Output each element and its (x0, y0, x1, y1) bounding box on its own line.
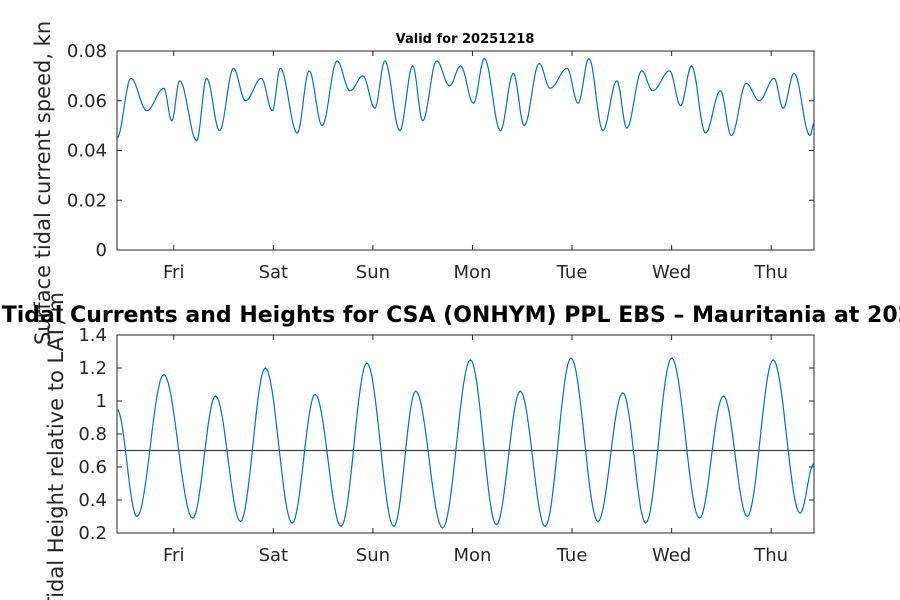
y-tick-label: 0.2 (78, 523, 107, 544)
y-tick-label: 0.02 (67, 190, 107, 211)
y-tick-label: 0.4 (78, 490, 107, 511)
current-speed-line (116, 57, 815, 142)
x-tick-label: Sun (356, 545, 390, 566)
top-panel: Valid for 20251218 0 0.02 0.04 0.06 0.08 Fri… (31, 21, 815, 345)
x-tick-label: Sat (259, 545, 289, 566)
bottom-x-axis: Fri Sat Sun Mon Tue Wed Thu (163, 335, 788, 566)
y-tick-label: 0.08 (67, 41, 107, 62)
x-tick-label: Thu (753, 545, 788, 566)
x-tick-label: Mon (453, 545, 491, 566)
bottom-y-axis: 0.2 0.4 0.6 0.8 1 1.2 1.4 (78, 325, 814, 544)
x-tick-label: Tue (556, 262, 588, 283)
y-tick-label: 0.6 (78, 457, 107, 478)
top-x-axis: Fri Sat Sun Mon Tue Wed Thu (163, 51, 788, 283)
x-tick-label: Tue (556, 545, 588, 566)
main-chart-title: Tidal Currents and Heights for CSA (ONHY… (2, 303, 900, 328)
x-tick-label: Mon (453, 262, 491, 283)
x-tick-label: Sun (356, 262, 390, 283)
x-tick-label: Fri (163, 545, 184, 566)
top-y-axis-label: Surface tidal current speed, kn (31, 21, 55, 345)
x-tick-label: Fri (163, 262, 184, 283)
y-tick-label: 0 (96, 240, 107, 261)
x-tick-label: Wed (652, 262, 691, 283)
y-tick-label: 1.2 (78, 358, 107, 379)
x-tick-label: Thu (753, 262, 788, 283)
tidal-height-line (116, 357, 815, 529)
y-tick-label: 0.8 (78, 424, 107, 445)
x-tick-label: Wed (652, 545, 691, 566)
bottom-y-axis-label: Tidal Height relative to LAT, m (44, 292, 68, 600)
x-tick-label: Sat (259, 262, 289, 283)
y-tick-label: 1.4 (78, 325, 107, 346)
y-tick-label: 1 (96, 391, 107, 412)
y-tick-label: 0.04 (67, 141, 107, 162)
top-chart-title: Valid for 20251218 (396, 32, 535, 47)
top-y-axis: 0 0.02 0.04 0.06 0.08 (67, 41, 814, 261)
top-plot-area (116, 50, 815, 251)
bottom-panel: 0.2 0.4 0.6 0.8 1 1.2 1.4 Fri Sat Sun Mon Tue Wed Th… (44, 292, 815, 600)
bottom-plot-area (116, 334, 815, 534)
y-tick-label: 0.06 (67, 91, 107, 112)
